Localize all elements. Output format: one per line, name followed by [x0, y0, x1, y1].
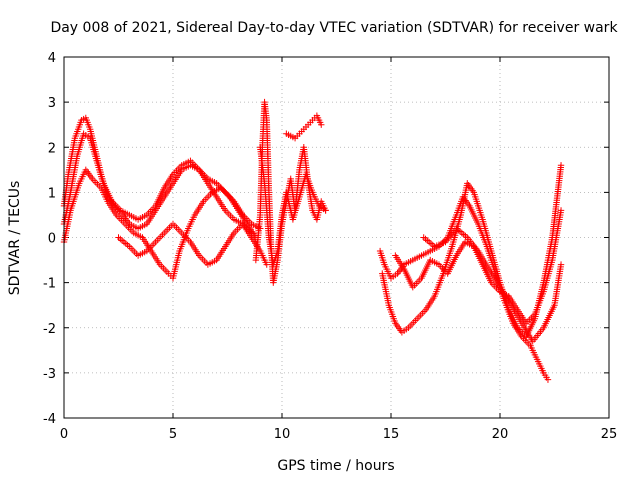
data-point [544, 376, 552, 383]
y-tick-label: -3 [43, 367, 56, 382]
y-tick-label: -4 [43, 412, 56, 427]
data-point [318, 121, 325, 128]
x-tick-label: 5 [169, 427, 177, 442]
y-tick-label: 4 [48, 51, 56, 66]
plot-frame [63, 56, 610, 419]
data-point [322, 207, 329, 214]
data-markers [60, 98, 565, 383]
data-point [557, 261, 565, 268]
x-tick-label: 20 [492, 427, 509, 442]
y-tick-label: 0 [48, 232, 56, 247]
chart-title: Day 008 of 2021, Sidereal Day-to-day VTE… [50, 20, 618, 36]
x-tick-label: 10 [274, 427, 291, 442]
y-tick-label: 1 [48, 186, 56, 201]
data-point [557, 162, 565, 169]
y-tick-label: -1 [43, 277, 56, 292]
y-axis-title: SDTVAR / TECUs [7, 181, 23, 296]
y-tick-label: -2 [43, 322, 56, 337]
data-point [263, 261, 270, 268]
x-tick-label: 0 [60, 427, 68, 442]
x-tick-label: 25 [601, 427, 618, 442]
data-point [557, 207, 565, 214]
y-tick-label: 3 [48, 96, 56, 111]
x-axis-title: GPS time / hours [277, 458, 394, 474]
y-tick-label: 2 [48, 141, 56, 156]
grid [64, 57, 609, 418]
x-tick-label: 15 [383, 427, 400, 442]
